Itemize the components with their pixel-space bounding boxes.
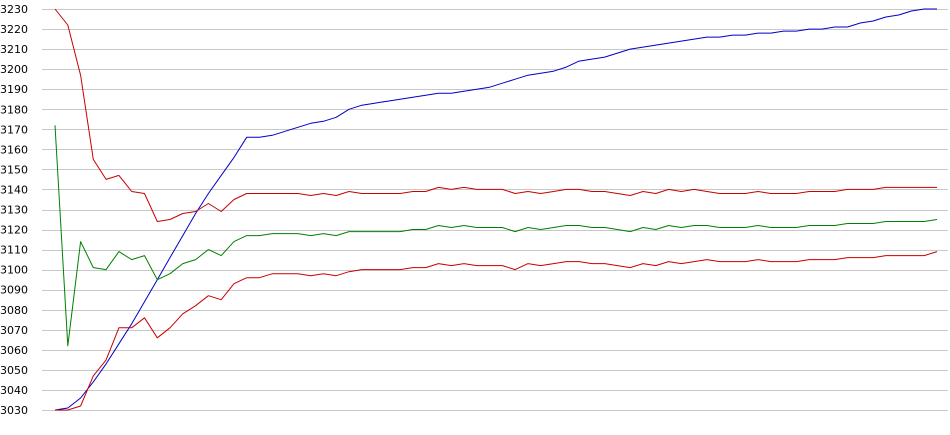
y-tick-label: 3190	[0, 83, 28, 96]
y-tick-label: 3220	[0, 23, 28, 36]
y-tick-label: 3030	[0, 404, 28, 417]
y-tick-label: 3050	[0, 364, 28, 377]
y-tick-label: 3140	[0, 183, 28, 196]
series-lines	[54, 8, 938, 411]
y-tick-label: 3110	[0, 244, 28, 257]
y-tick-label: 3210	[0, 43, 28, 56]
series-line-3	[54, 125, 938, 347]
y-tick-label: 3130	[0, 204, 28, 217]
y-tick-label: 3200	[0, 63, 28, 76]
y-tick-label: 3160	[0, 143, 28, 156]
y-tick-label: 3060	[0, 344, 28, 357]
y-tick-label: 3230	[0, 3, 28, 16]
y-tick-label: 3100	[0, 264, 28, 277]
series-line-2	[54, 8, 937, 222]
y-tick-label: 3040	[0, 384, 28, 397]
y-tick-label: 3070	[0, 324, 28, 337]
series-line-1	[54, 8, 937, 411]
y-tick-label: 3080	[0, 304, 28, 317]
y-tick-label: 3170	[0, 123, 28, 136]
y-tick-label: 3120	[0, 224, 28, 237]
y-tick-label: 3150	[0, 163, 28, 176]
y-axis-tick-labels: 3030 3040 3050 3060 3070 3080 3090 3100 3110 3120…	[0, 3, 28, 417]
grid	[42, 9, 948, 411]
y-tick-label: 3180	[0, 103, 28, 116]
series-line-4	[55, 251, 938, 411]
y-tick-label: 3090	[0, 284, 28, 297]
